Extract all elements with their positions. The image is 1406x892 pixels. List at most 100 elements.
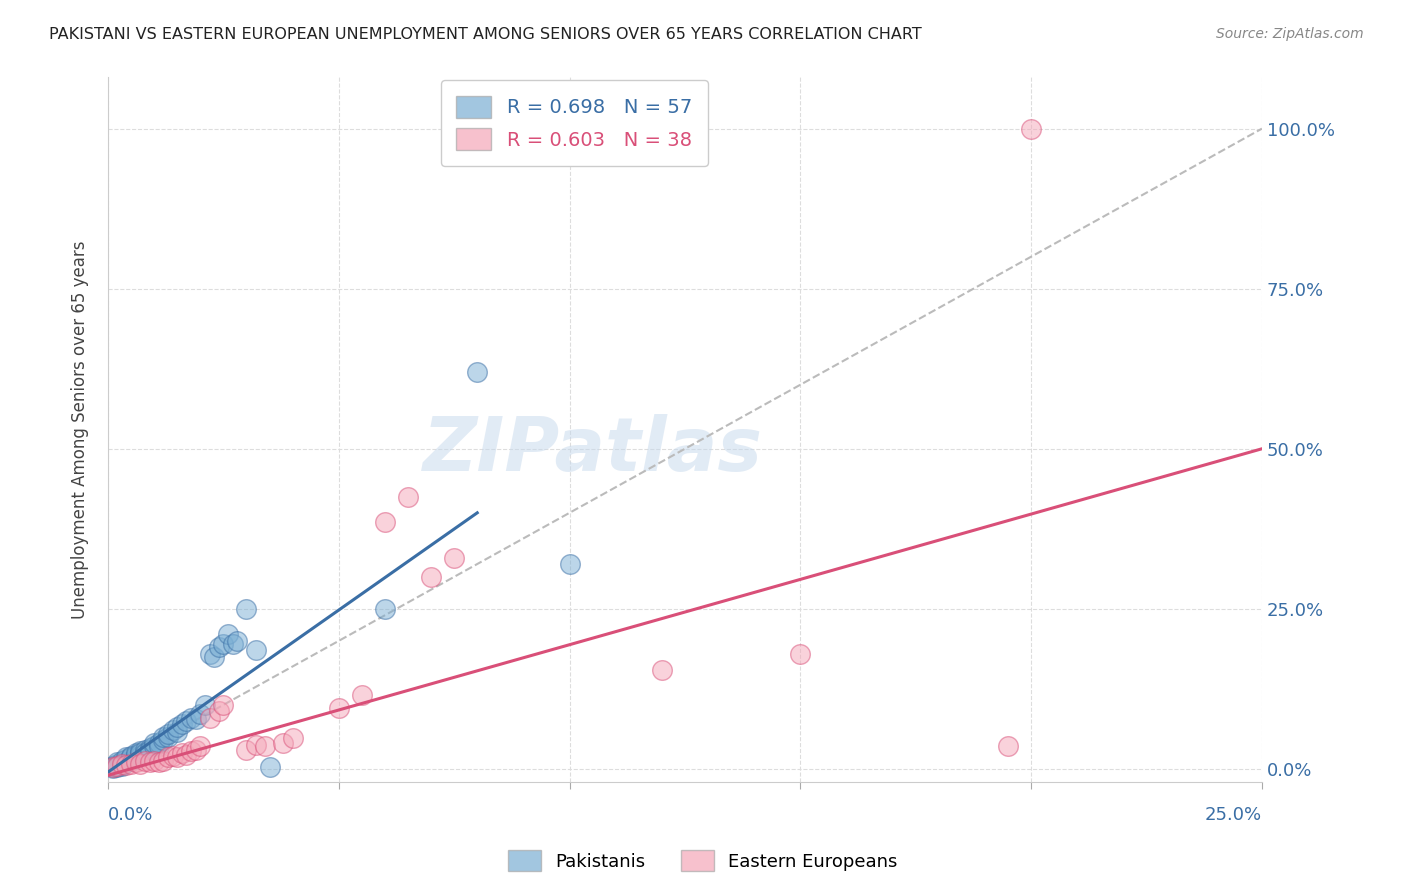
Point: [443, 550, 465, 565]
Point: [138, 741, 160, 756]
Point: [162, 749, 184, 764]
Point: [120, 756, 142, 771]
Point: [212, 698, 235, 712]
Point: [125, 746, 148, 760]
Point: [176, 747, 198, 762]
Point: [350, 688, 373, 702]
Point: [138, 756, 160, 770]
Point: [111, 758, 134, 772]
Point: [235, 602, 257, 616]
Point: [208, 704, 231, 718]
Point: [152, 754, 174, 768]
Point: [245, 738, 267, 752]
Point: [143, 736, 166, 750]
Point: [115, 752, 138, 766]
Point: [105, 757, 128, 772]
Point: [396, 490, 419, 504]
Point: [208, 640, 231, 655]
Point: [156, 730, 179, 744]
Point: [180, 744, 202, 758]
Point: [111, 756, 134, 771]
Point: [134, 746, 156, 760]
Point: [115, 758, 138, 772]
Point: [129, 749, 152, 764]
Point: [162, 723, 184, 738]
Point: [105, 759, 128, 773]
Point: [105, 756, 128, 770]
Text: PAKISTANI VS EASTERN EUROPEAN UNEMPLOYMENT AMONG SENIORS OVER 65 YEARS CORRELATI: PAKISTANI VS EASTERN EUROPEAN UNEMPLOYME…: [49, 27, 922, 42]
Point: [148, 756, 170, 770]
Point: [259, 760, 281, 774]
Point: [420, 570, 443, 584]
Point: [221, 637, 243, 651]
Point: [184, 712, 207, 726]
Point: [273, 736, 295, 750]
Point: [143, 754, 166, 768]
Point: [120, 750, 142, 764]
Point: [152, 730, 174, 744]
Point: [101, 761, 124, 775]
Point: [101, 758, 124, 772]
Point: [129, 744, 152, 758]
Point: [281, 731, 304, 746]
Point: [558, 557, 581, 571]
Point: [328, 701, 350, 715]
Text: 0.0%: 0.0%: [108, 806, 153, 824]
Point: [226, 633, 249, 648]
Point: [105, 760, 128, 774]
Point: [120, 754, 142, 768]
Point: [156, 750, 179, 764]
Point: [111, 758, 134, 772]
Point: [129, 746, 152, 760]
Point: [105, 758, 128, 772]
Point: [129, 756, 152, 771]
Point: [789, 647, 811, 661]
Point: [166, 724, 188, 739]
Point: [101, 760, 124, 774]
Point: [235, 742, 257, 756]
Point: [198, 647, 221, 661]
Point: [138, 742, 160, 756]
Point: [198, 711, 221, 725]
Point: [120, 749, 142, 764]
Point: [651, 663, 673, 677]
Point: [166, 720, 188, 734]
Point: [115, 756, 138, 770]
Point: [125, 756, 148, 770]
Point: [374, 516, 396, 530]
Point: [148, 736, 170, 750]
Point: [188, 707, 211, 722]
Point: [217, 627, 239, 641]
Point: [148, 739, 170, 754]
Point: [111, 756, 134, 771]
Point: [176, 714, 198, 728]
Point: [245, 643, 267, 657]
Point: [134, 742, 156, 756]
Point: [997, 739, 1019, 754]
Point: [184, 742, 207, 756]
Legend: R = 0.698   N = 57, R = 0.603   N = 38: R = 0.698 N = 57, R = 0.603 N = 38: [441, 80, 707, 166]
Point: [166, 750, 188, 764]
Point: [180, 711, 202, 725]
Point: [125, 752, 148, 766]
Point: [188, 739, 211, 754]
Point: [125, 747, 148, 762]
Point: [465, 365, 488, 379]
Point: [253, 739, 276, 754]
Point: [170, 746, 193, 760]
Text: Source: ZipAtlas.com: Source: ZipAtlas.com: [1216, 27, 1364, 41]
Point: [143, 739, 166, 754]
Point: [170, 717, 193, 731]
Point: [156, 727, 179, 741]
Point: [134, 754, 156, 768]
Point: [152, 733, 174, 747]
Legend: Pakistanis, Eastern Europeans: Pakistanis, Eastern Europeans: [501, 843, 905, 879]
Point: [202, 649, 225, 664]
Text: 25.0%: 25.0%: [1205, 806, 1263, 824]
Point: [115, 750, 138, 764]
Point: [374, 602, 396, 616]
Text: ZIPatlas: ZIPatlas: [423, 414, 762, 487]
Point: [194, 698, 217, 712]
Point: [212, 637, 235, 651]
Y-axis label: Unemployment Among Seniors over 65 years: Unemployment Among Seniors over 65 years: [72, 240, 89, 619]
